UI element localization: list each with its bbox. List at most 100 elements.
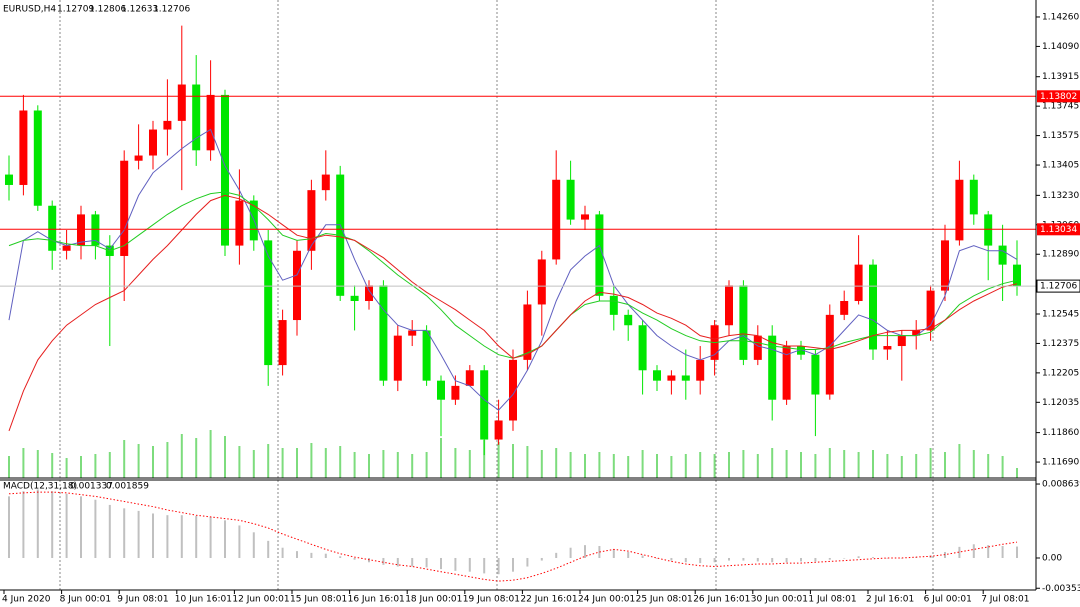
macd-bar [987,545,990,558]
candle-body [595,214,604,296]
volume-bar [382,450,385,478]
macd-bar [886,557,889,559]
volume-bar [972,450,975,478]
quote-high: 1.12806 [89,5,126,15]
macd-bar [8,496,10,558]
candle-body [62,245,71,251]
candle-body [667,375,676,381]
y-tick-label: 1.13405 [1042,161,1079,171]
candle-body [480,370,489,440]
volume-bar [281,448,284,478]
volume-bar [497,442,500,478]
candle-body [307,190,316,251]
volume-bar [51,453,54,478]
volume-bar [8,456,10,478]
volume-bar [612,454,615,478]
macd-bar [1016,546,1018,558]
frame [0,0,1037,591]
macd-bar [65,493,68,558]
macd-bar [238,525,241,558]
x-tick-label: 19 Jun 08:01 [463,595,520,605]
volume-bar [684,454,687,478]
macd-readout: 0.001337 [70,482,113,492]
x-tick-label: 2 Jul 16:01 [866,595,914,605]
volume-bar [785,450,788,478]
macd-bar [972,544,975,558]
macd-bar [771,557,774,563]
volume-bar [555,448,558,478]
x-tick-label: 9 Jun 08:01 [117,595,168,605]
candle-body [753,335,762,360]
candle-body [926,290,935,331]
x-tick-label: 26 Jun 16:01 [693,595,750,605]
volume-bar [267,444,270,478]
macd-bar [584,545,586,558]
macd-bar [612,549,615,558]
macd-readout: 0.001859 [106,482,149,492]
candle-body [609,295,618,315]
macd-title: MACD(12,31,18) [3,482,77,492]
volume-bar [324,448,327,478]
candle-body [955,179,964,241]
candle-body [494,420,503,440]
quote-low: 1.12633 [121,5,158,15]
candle-body [321,174,330,191]
candle-body [293,250,301,321]
candle-body [465,370,474,386]
candle-body [696,359,705,381]
volume-bar [713,454,716,478]
macd-bar [281,547,284,558]
macd-bar [828,557,831,560]
macd-bar [209,516,212,558]
macd-bar [872,557,874,558]
candle-body [509,359,517,421]
volume-bar [108,452,111,478]
candle-body [278,320,287,366]
volume-bar [814,454,817,478]
volume-bar [512,444,514,478]
macd-bar [843,557,846,559]
macd-bar [339,556,342,558]
candle-body [653,370,661,381]
x-tick-label: 25 Jun 08:01 [636,595,693,605]
macd-bar [36,489,39,558]
volume-bar [22,448,25,478]
candle-body [264,240,273,366]
symbol-title: EURUSD,H4 [3,5,56,15]
volume-bar [627,456,630,478]
volume-bar [929,448,932,478]
candle-body [969,179,978,215]
macd-bar [713,557,716,563]
volume-bar [756,454,759,478]
macd-bar [512,557,514,572]
candle-body [393,335,402,381]
y-tick-label: 1.12205 [1042,368,1079,378]
candle-body [177,84,186,121]
macd-bar [497,557,500,575]
macd-bar [310,552,313,558]
candle-body [624,314,633,326]
moving-average [8,194,1018,432]
macd-bar [51,491,54,558]
macd-bar [670,557,673,561]
volume-bar [641,450,644,478]
macd-bar [569,547,572,558]
candle-body [149,129,157,156]
x-tick-label: 12 Jun 00:01 [232,595,289,605]
y-tick-label: 1.13575 [1042,131,1079,141]
volume-bar [468,450,471,478]
macd-bar [785,557,788,563]
volume-bar [123,440,126,478]
candle-body [221,94,229,246]
candle-body [869,264,877,350]
candle-body [134,155,143,161]
volume-bar [152,446,154,478]
volume-bar [454,448,457,478]
price-label-box [1037,223,1080,236]
volume-bar [584,454,586,478]
volume-bar [339,446,342,478]
candle-body [941,240,949,291]
macd-bar [483,557,486,574]
x-tick-label: 18 Jun 00:01 [405,595,462,605]
